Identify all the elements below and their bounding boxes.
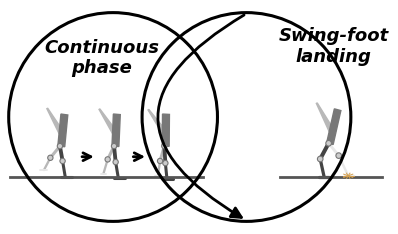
Circle shape	[57, 143, 62, 149]
Circle shape	[162, 143, 167, 149]
Polygon shape	[58, 114, 68, 147]
Circle shape	[113, 159, 118, 165]
Circle shape	[10, 14, 216, 220]
Circle shape	[105, 157, 110, 162]
Circle shape	[48, 155, 53, 161]
Polygon shape	[99, 109, 117, 134]
Circle shape	[326, 140, 332, 146]
Circle shape	[60, 158, 65, 164]
Polygon shape	[316, 103, 334, 132]
Circle shape	[111, 143, 117, 149]
Polygon shape	[112, 114, 120, 146]
Text: Continuous
phase: Continuous phase	[44, 39, 159, 77]
Circle shape	[9, 13, 217, 221]
Circle shape	[336, 153, 341, 158]
Polygon shape	[47, 108, 63, 134]
Polygon shape	[327, 109, 341, 145]
Polygon shape	[162, 114, 170, 146]
Circle shape	[163, 161, 168, 166]
Circle shape	[318, 156, 323, 162]
Circle shape	[142, 13, 351, 221]
Circle shape	[157, 158, 163, 164]
Text: Swing-foot
landing: Swing-foot landing	[278, 27, 388, 66]
Polygon shape	[148, 109, 166, 134]
